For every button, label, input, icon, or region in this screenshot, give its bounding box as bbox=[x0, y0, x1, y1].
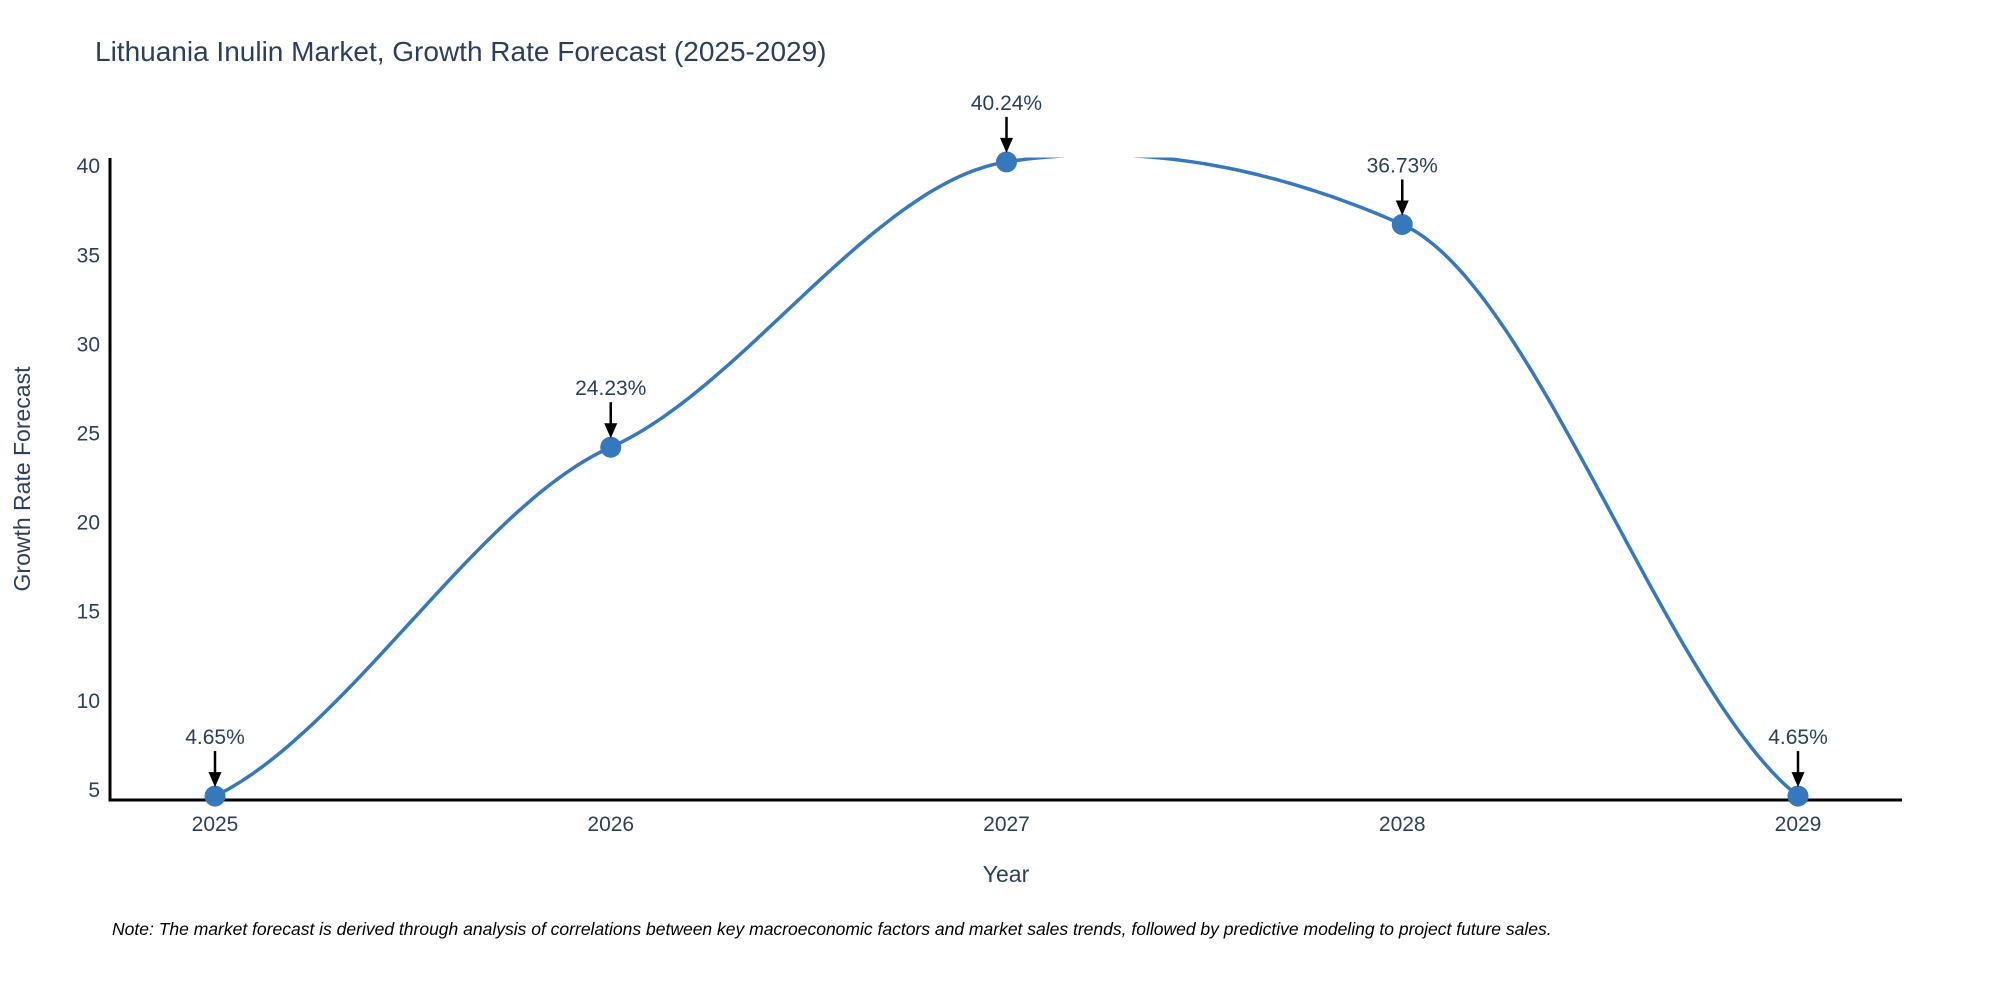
annotation-arrowhead bbox=[1791, 772, 1805, 788]
annotation-arrowhead bbox=[1395, 200, 1409, 216]
x-tick-label: 2026 bbox=[587, 813, 634, 836]
data-point-marker bbox=[1391, 213, 1413, 235]
x-tick-label: 2029 bbox=[1775, 813, 1822, 836]
point-annotation: 4.65% bbox=[1768, 726, 1828, 749]
forecast-curve bbox=[213, 157, 1800, 798]
x-axis-title: Year bbox=[983, 861, 1030, 887]
data-point-marker bbox=[1787, 785, 1809, 807]
point-annotation: 4.65% bbox=[185, 726, 245, 749]
y-tick-label: 15 bbox=[77, 601, 100, 624]
chart-title: Lithuania Inulin Market, Growth Rate For… bbox=[95, 36, 827, 67]
data-point-marker bbox=[600, 436, 622, 458]
y-axis-title: Growth Rate Forecast bbox=[9, 366, 35, 592]
y-tick-label: 30 bbox=[77, 333, 100, 356]
y-tick-label: 25 bbox=[77, 422, 100, 445]
point-annotation: 24.23% bbox=[575, 377, 646, 400]
annotation-arrowhead bbox=[604, 423, 618, 439]
y-tick-label: 20 bbox=[77, 512, 100, 535]
annotation-arrowhead bbox=[208, 772, 222, 788]
point-annotation: 40.24% bbox=[971, 92, 1042, 115]
data-point-marker bbox=[204, 785, 226, 807]
x-tick-label: 2025 bbox=[192, 813, 239, 836]
y-tick-label: 10 bbox=[77, 690, 100, 713]
point-annotation: 36.73% bbox=[1367, 154, 1438, 177]
x-tick-label: 2028 bbox=[1379, 813, 1426, 836]
annotation-arrowhead bbox=[1000, 137, 1013, 153]
data-point-marker bbox=[996, 151, 1017, 173]
y-tick-label: 5 bbox=[88, 779, 100, 802]
y-tick-label: 40 bbox=[77, 155, 100, 178]
x-tick-label: 2027 bbox=[983, 813, 1030, 836]
y-tick-label: 35 bbox=[77, 244, 100, 267]
footnote: Note: The market forecast is derived thr… bbox=[112, 919, 1552, 939]
